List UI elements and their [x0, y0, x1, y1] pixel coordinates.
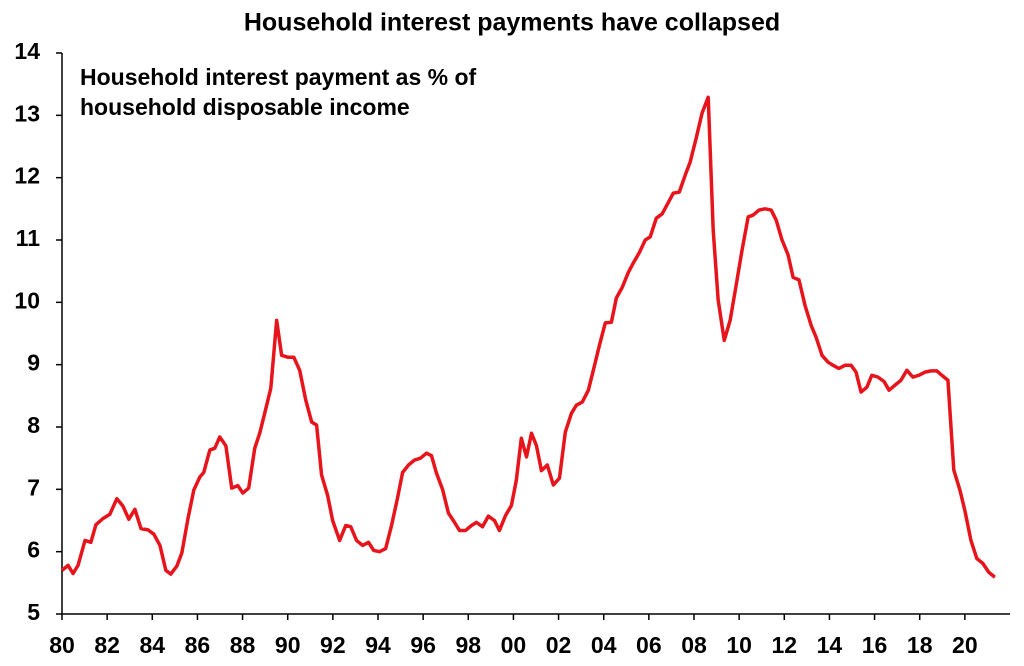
- x-tick-label: 80: [49, 632, 75, 658]
- x-tick-label: 92: [320, 632, 346, 658]
- x-tick-label: 08: [681, 632, 707, 658]
- x-tick-label: 06: [636, 632, 662, 658]
- y-tick-label: 11: [16, 225, 41, 251]
- x-tick-label: 02: [546, 632, 572, 658]
- y-tick-label: 9: [27, 350, 40, 376]
- x-tick-label: 86: [185, 632, 211, 658]
- x-tick-label: 16: [862, 632, 888, 658]
- x-tick-label: 82: [94, 632, 120, 658]
- y-tick-label: 10: [14, 287, 40, 313]
- x-tick-label: 84: [139, 632, 165, 658]
- x-tick-label: 00: [501, 632, 527, 658]
- annotation: Household interest payment as % of: [80, 64, 477, 90]
- x-tick-label: 14: [817, 632, 843, 658]
- x-tick-label: 98: [455, 632, 481, 658]
- y-tick-label: 5: [27, 599, 40, 625]
- y-tick-label: 14: [14, 38, 40, 64]
- x-tick-label: 20: [952, 632, 978, 658]
- x-tick-label: 88: [230, 632, 256, 658]
- x-tick-label: 04: [591, 632, 617, 658]
- x-tick-label: 90: [275, 632, 301, 658]
- y-tick-label: 6: [27, 537, 40, 563]
- chart-title: Household interest payments have collaps…: [244, 9, 780, 37]
- line-series: [60, 95, 996, 579]
- y-tick-label: 12: [14, 163, 40, 189]
- x-tick-label: 12: [771, 632, 797, 658]
- y-tick-label: 13: [14, 100, 40, 126]
- annotation: household disposable income: [80, 94, 410, 120]
- y-tick-label: 7: [27, 474, 40, 500]
- y-tick-label: 8: [27, 412, 40, 438]
- x-tick-label: 94: [365, 632, 391, 658]
- x-tick-label: 18: [907, 632, 933, 658]
- x-tick-label: 10: [726, 632, 752, 658]
- x-tick-label: 96: [410, 632, 436, 658]
